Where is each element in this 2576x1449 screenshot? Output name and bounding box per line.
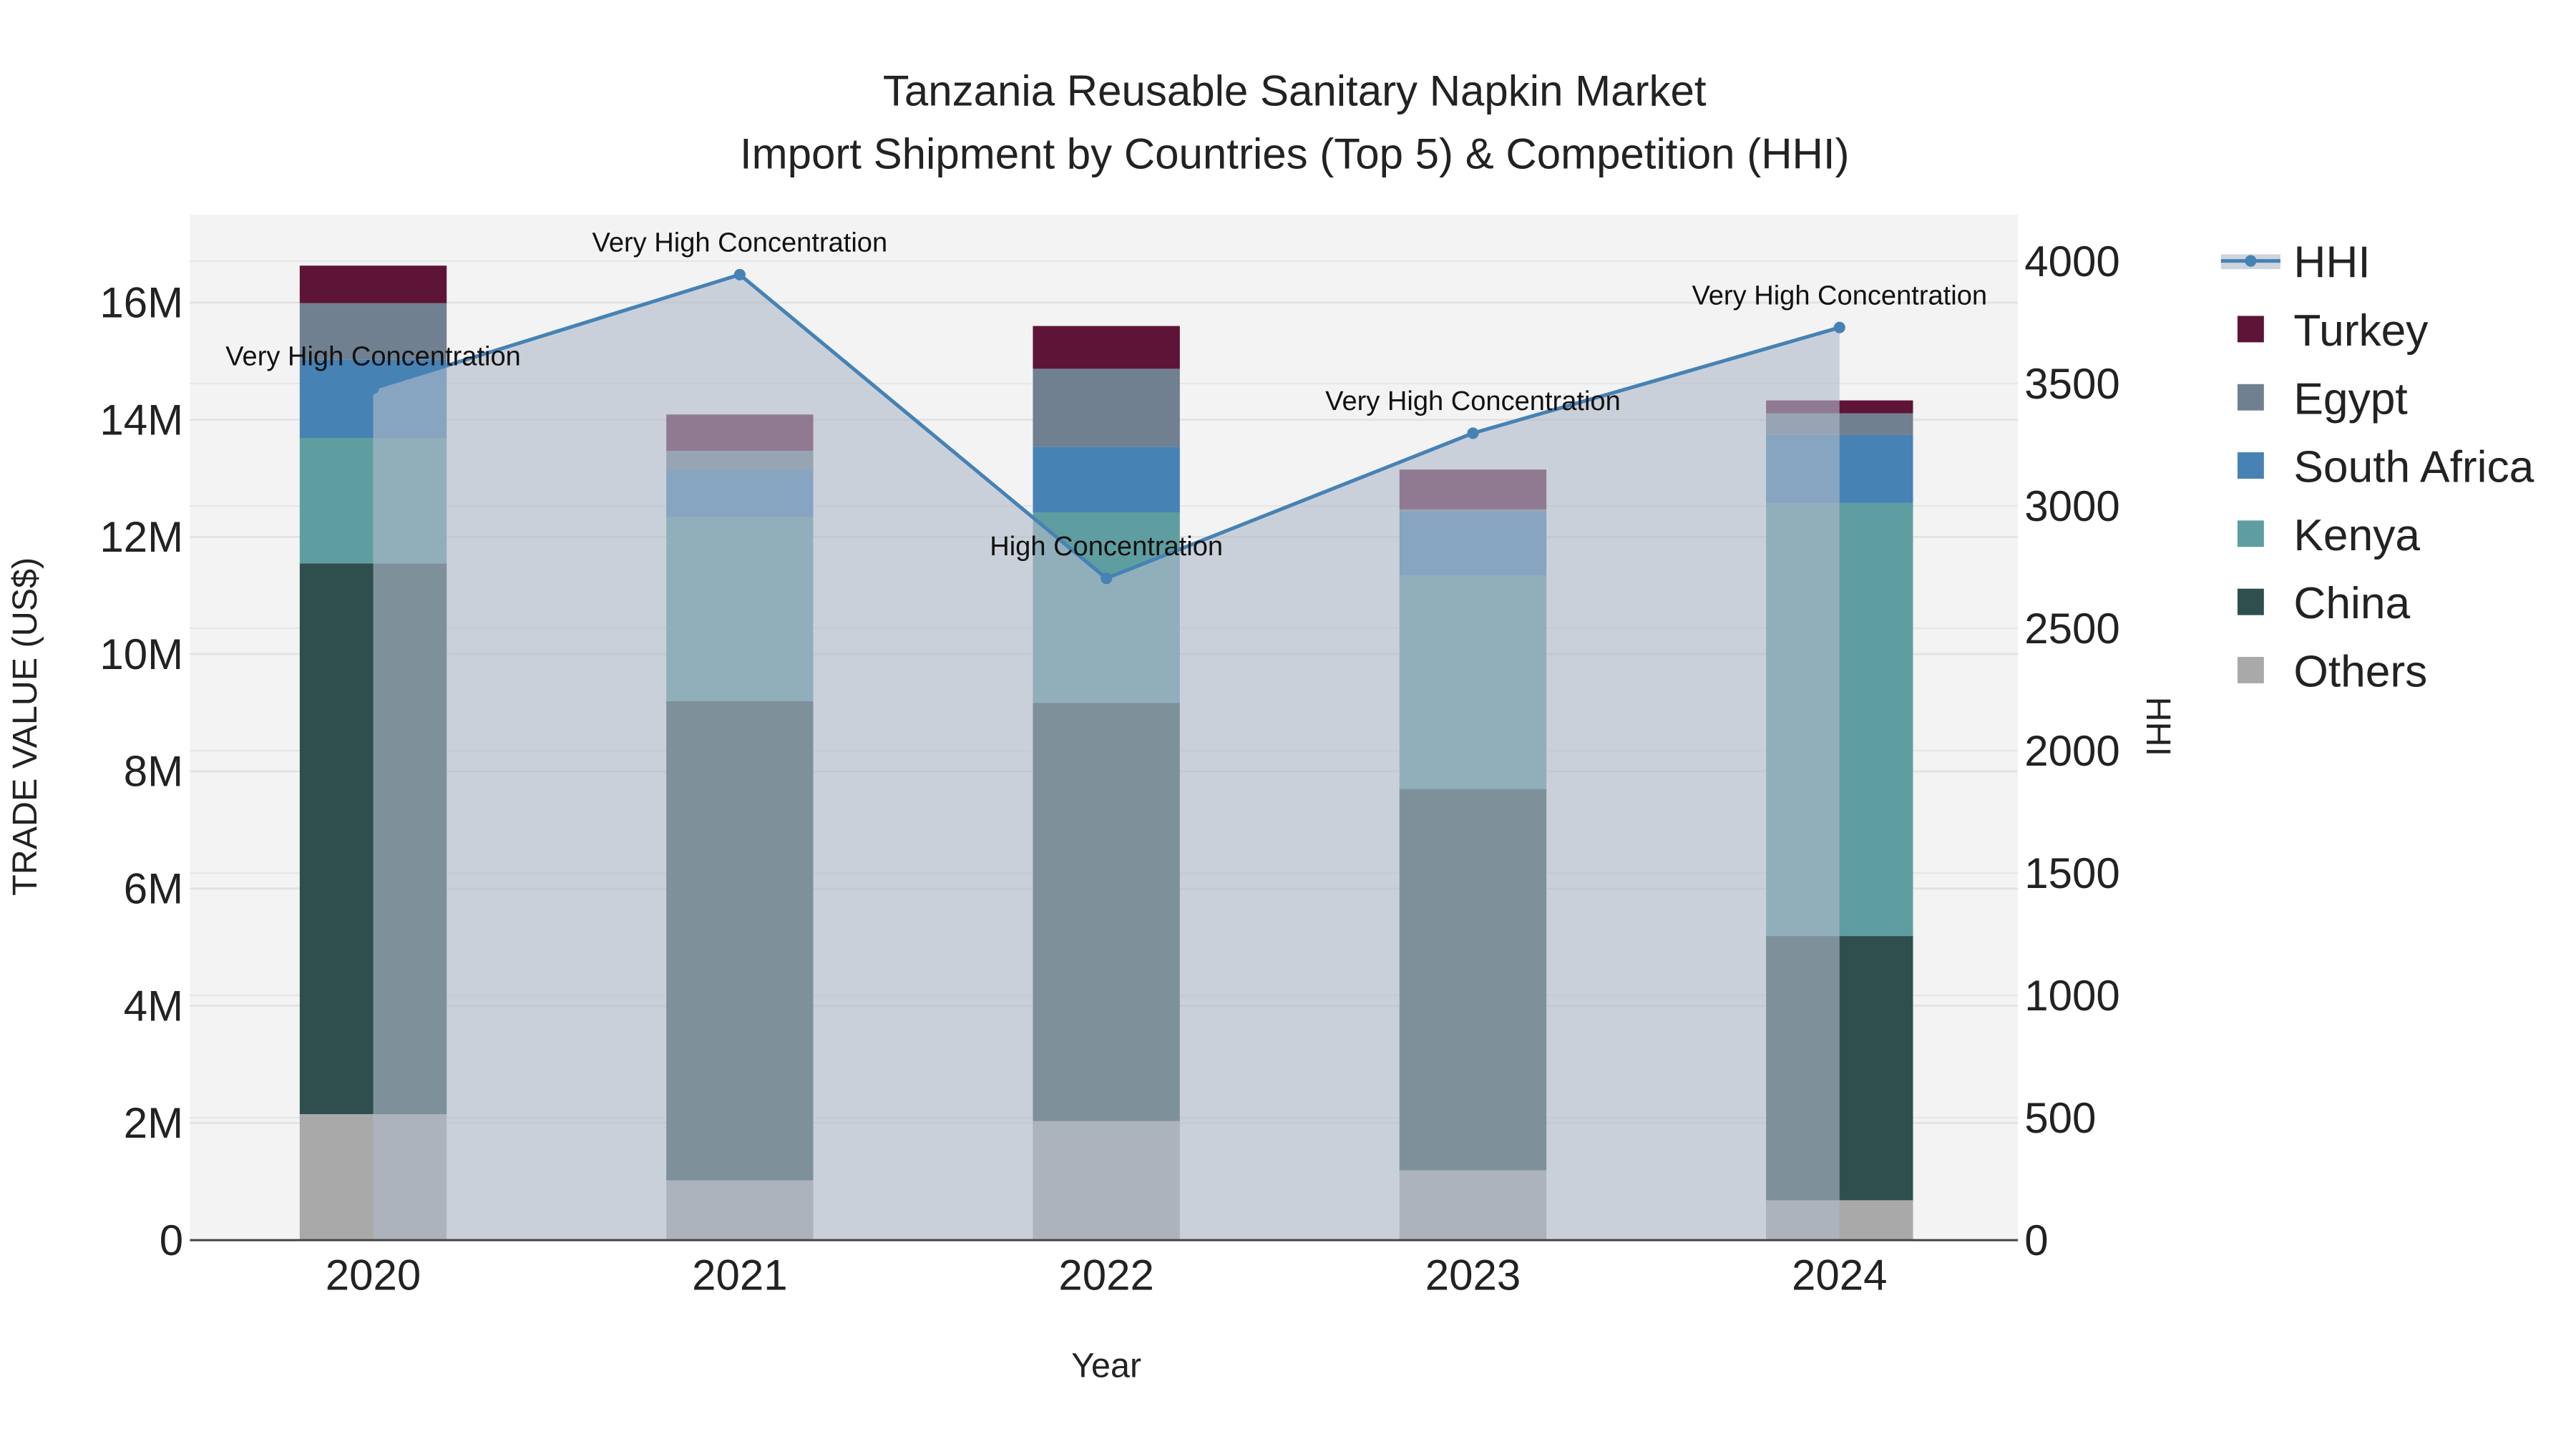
x-axis-title: Year <box>1071 1347 1141 1385</box>
legend-label: Kenya <box>2293 511 2420 560</box>
legend-swatch-hhi-marker <box>2245 255 2257 267</box>
bar-egypt <box>299 303 447 360</box>
y-tick-label: 12M <box>99 513 183 561</box>
y-tick-label: 0 <box>160 1216 183 1264</box>
hhi-annotation: Very High Concentration <box>592 228 888 258</box>
chart-subtitle: Import Shipment by Countries (Top 5) & C… <box>740 130 1850 177</box>
y2-tick-label: 4000 <box>2024 238 2119 286</box>
legend-label: South Africa <box>2293 443 2534 492</box>
legend-label: China <box>2293 579 2410 628</box>
x-tick-label: 2021 <box>692 1251 787 1299</box>
legend-swatch-china <box>2237 588 2264 615</box>
x-tick-label: 2023 <box>1425 1251 1521 1299</box>
hhi-area <box>373 274 1840 1241</box>
bar-egypt <box>1033 369 1180 447</box>
legend-label: Egypt <box>2293 374 2407 424</box>
axes: 0 2M 4M 6M 8M 10M 12M 14M 16M 0 500 1000 1500 2000 250… <box>99 238 2119 1299</box>
hhi-annotation: High Concentration <box>990 532 1223 562</box>
y2-axis-title: HHI <box>2139 697 2177 756</box>
legend: HHI Turkey Egypt South Africa Kenya China Othe… <box>2220 238 2534 697</box>
bar-turkey <box>299 265 447 303</box>
y2-tick-label: 2000 <box>2024 727 2119 775</box>
y-tick-label: 16M <box>99 279 183 327</box>
y2-tick-label: 1000 <box>2024 972 2119 1020</box>
chart-title: Tanzania Reusable Sanitary Napkin Market <box>883 67 1707 115</box>
hhi-point <box>1467 427 1479 439</box>
y2-tick-label: 1500 <box>2024 849 2119 897</box>
y-tick-label: 4M <box>124 982 183 1030</box>
legend-label: Others <box>2293 648 2427 697</box>
legend-label: HHI <box>2293 238 2370 288</box>
hhi-series: Very High Concentration Very High Concent… <box>225 228 1987 1241</box>
y2-tick-label: 3000 <box>2024 482 2119 530</box>
bar-south-africa <box>1033 447 1180 513</box>
y-tick-label: 2M <box>124 1099 183 1147</box>
legend-swatch-turkey <box>2237 316 2264 343</box>
legend-label: Turkey <box>2293 306 2429 356</box>
y2-tick-label: 3500 <box>2024 360 2119 408</box>
hhi-annotation: Very High Concentration <box>1325 386 1621 416</box>
y-tick-label: 10M <box>99 630 183 678</box>
y-tick-label: 14M <box>99 396 183 444</box>
legend-swatch-kenya <box>2237 520 2264 547</box>
hhi-point <box>367 382 379 394</box>
legend-swatch-others <box>2237 657 2264 683</box>
y-tick-label: 8M <box>124 748 183 796</box>
x-tick-label: 2022 <box>1058 1251 1153 1299</box>
hhi-point <box>1833 321 1845 333</box>
legend-swatch-egypt <box>2237 384 2264 411</box>
hhi-point <box>1101 572 1113 585</box>
legend-swatch-south-africa <box>2237 452 2264 479</box>
hhi-annotation: Very High Concentration <box>1692 280 1987 311</box>
hhi-point <box>733 268 746 280</box>
y2-tick-label: 2500 <box>2024 605 2119 653</box>
y-axis-title: TRADE VALUE (US$) <box>6 557 44 896</box>
bar-turkey <box>1033 326 1180 369</box>
hhi-annotation: Very High Concentration <box>225 342 521 372</box>
x-tick-label: 2024 <box>1792 1251 1887 1299</box>
y-tick-label: 6M <box>124 865 183 913</box>
y2-tick-label: 500 <box>2024 1094 2096 1142</box>
y2-tick-label: 0 <box>2024 1216 2048 1264</box>
x-tick-label: 2020 <box>326 1251 421 1299</box>
